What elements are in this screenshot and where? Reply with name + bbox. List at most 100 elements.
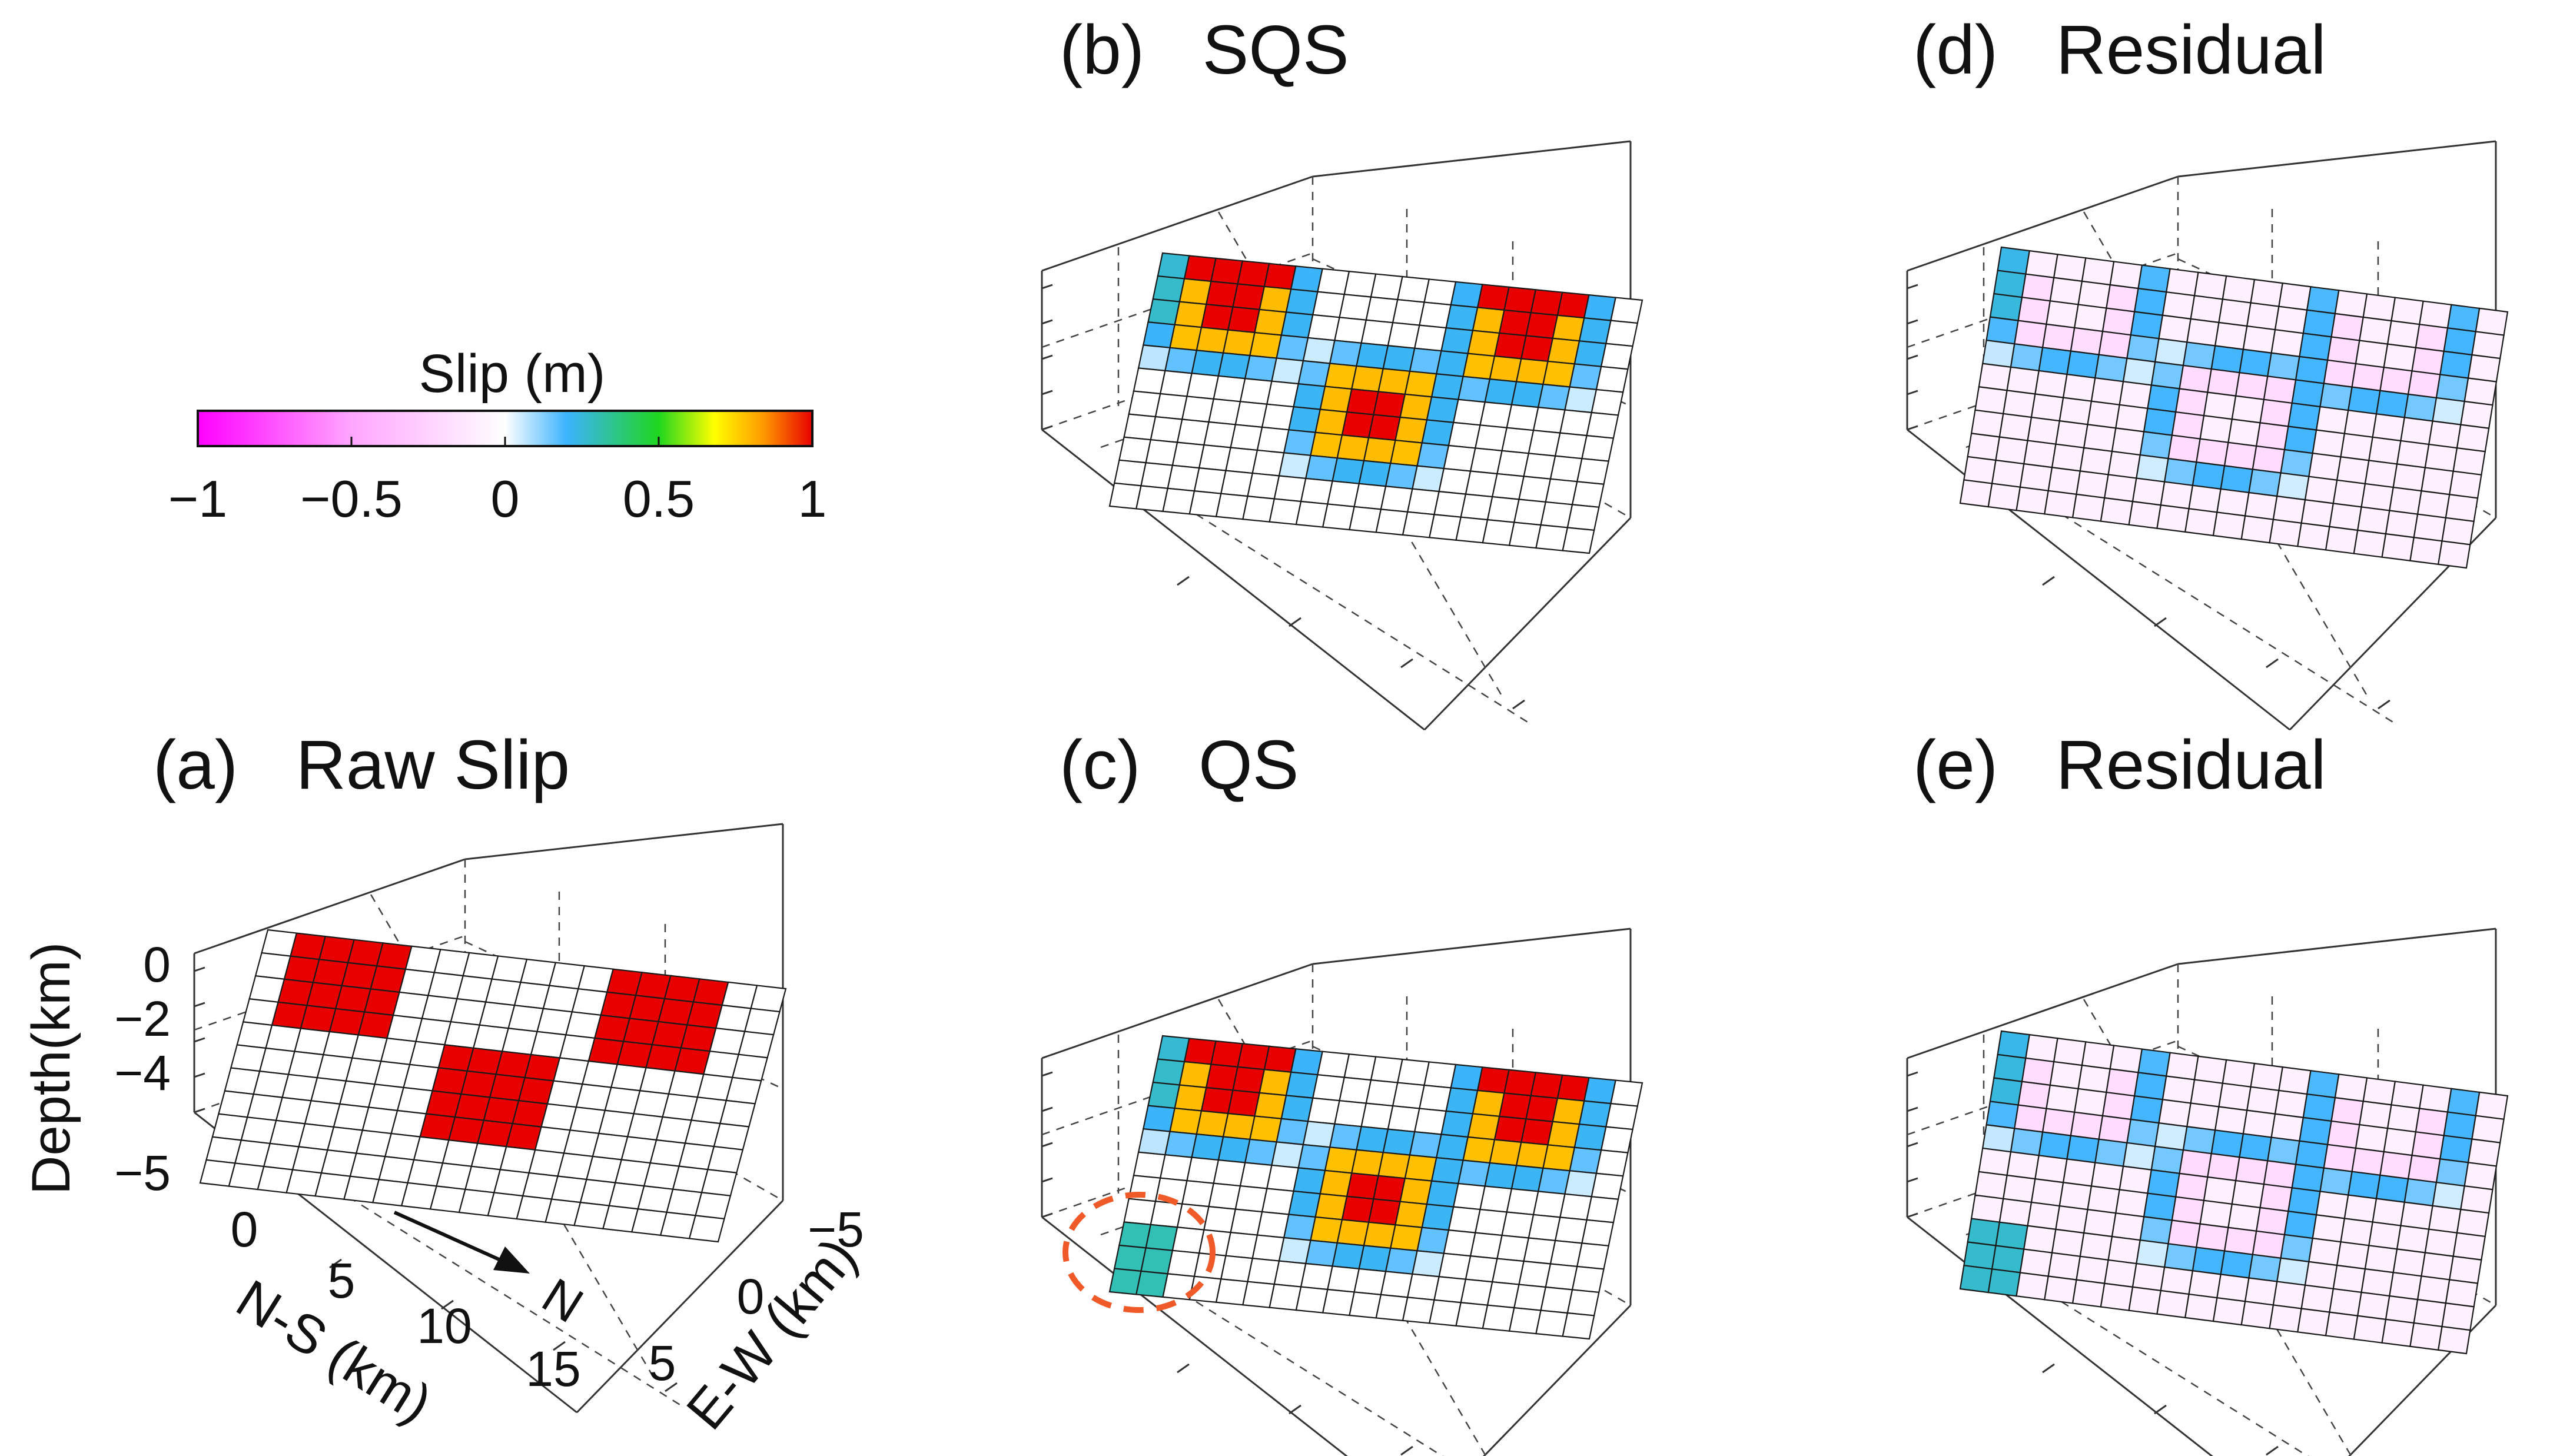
box-tick [1289,617,1301,627]
slip-cell [1154,393,1188,420]
slip-cell [1360,1102,1394,1130]
slip-cell [1396,275,1430,303]
slip-cell [1377,1151,1411,1179]
slip-cell [1978,1147,2012,1176]
slip-cell [2079,1232,2113,1261]
slip-cell [1523,1237,1556,1265]
slip-cell [2419,300,2452,329]
slip-cell [1489,1139,1522,1166]
slip-cell [1998,1198,2033,1226]
slip-cell [2131,477,2166,506]
slip-cell [2083,424,2117,453]
slip-cell [2274,1089,2308,1119]
slip-cell [2332,479,2366,508]
colorbar-ticks: −1 −0.5 0 0.5 1 [168,437,826,528]
slip-cell [1254,308,1287,336]
box-guide [1183,505,1531,725]
slip-cell [2002,390,2036,418]
slip-cell [1336,1219,1370,1246]
slip-cell [2456,424,2490,453]
slip-cell [1581,1219,1615,1247]
slip-cell [1472,1089,1505,1118]
box-guide [2048,505,2396,725]
slip-cell [2044,490,2077,518]
slip-cell [2094,1138,2128,1167]
slip-cell [2122,1142,2156,1171]
slip-cell [2248,1254,2282,1282]
slip-cell [2336,1241,2370,1270]
box-tick [2154,617,2167,627]
slip-cell [1573,1123,1607,1151]
slip-cell [1578,317,1612,344]
slip-cell [2343,409,2378,438]
slip-cell [1198,444,1231,471]
slip-cell [1283,429,1316,457]
slip-cell [2325,1311,2359,1340]
slip-cell [1991,1245,2025,1274]
slip-cell [2297,522,2330,551]
slip-cell [2101,307,2136,336]
slip-cell [2390,297,2424,325]
slip-cell [2192,461,2226,490]
slip-cell [2150,1145,2184,1175]
slip-cell [2460,1185,2493,1214]
north-arrow-head-icon [493,1246,530,1274]
slip-cell [2055,420,2088,449]
slip-cell [1367,414,1402,441]
ns-tick-2: 10 [417,1298,472,1354]
slip-cell [1196,1110,1229,1138]
slip-cell [2334,1073,2368,1102]
slip-cell [1280,1095,1314,1122]
slip-cell [2353,529,2387,558]
slip-cell [2379,1151,2413,1180]
slip-cell [1475,1208,1508,1236]
slip-cell [1150,1201,1183,1228]
slip-cell [2334,290,2368,318]
slip-cell [2445,494,2479,523]
slip-cell [1419,1084,1452,1112]
slip-cell [2016,1272,2049,1301]
slip-cell [2452,447,2486,476]
slip-cell [1402,511,1435,538]
artifact-highlight [1062,1192,1216,1313]
slip-cell [2071,1279,2106,1308]
slip-cell [2280,1234,2314,1263]
slip-cell [1205,280,1238,308]
box-edge [1312,140,1631,178]
slip-cell [1467,1113,1500,1141]
slip-cell [1269,1283,1302,1311]
box-edge [1312,928,1631,965]
slip-cell [2381,533,2415,562]
slip-cell [1247,472,1280,500]
slip-cell [2051,1228,2085,1258]
slip-cell [1586,411,1619,439]
depth-tick-1: −2 [114,991,171,1046]
ew-tick-1: 0 [737,1269,765,1324]
slip-cell [1266,380,1300,408]
slip-cell [1382,1128,1416,1156]
box-tick [1041,1106,1053,1112]
slip-cell [1152,1058,1186,1086]
slip-cell [1349,1291,1382,1319]
slip-cell [1981,1124,2016,1153]
slip-cell [1295,500,1329,528]
slip-cell [1447,421,1481,449]
box-tick [194,966,205,972]
slip-cell [719,1099,756,1128]
slip-cell [2400,1201,2433,1230]
slip-cell [2100,497,2134,526]
slip-cell [1576,458,1610,485]
box-tick [194,1072,205,1078]
slip-cell [2460,400,2493,429]
slip-cell [2184,1293,2218,1322]
slip-cell [1387,321,1420,349]
slip-cell [2304,476,2338,504]
slip-cell [2214,321,2248,350]
slip-cell [1498,1092,1532,1120]
slip-cell [1290,265,1323,292]
slip-cell [1350,1149,1384,1176]
slip-cell [2400,417,2433,446]
slip-cell [1967,1218,2001,1246]
slip-cell [2343,1194,2378,1223]
